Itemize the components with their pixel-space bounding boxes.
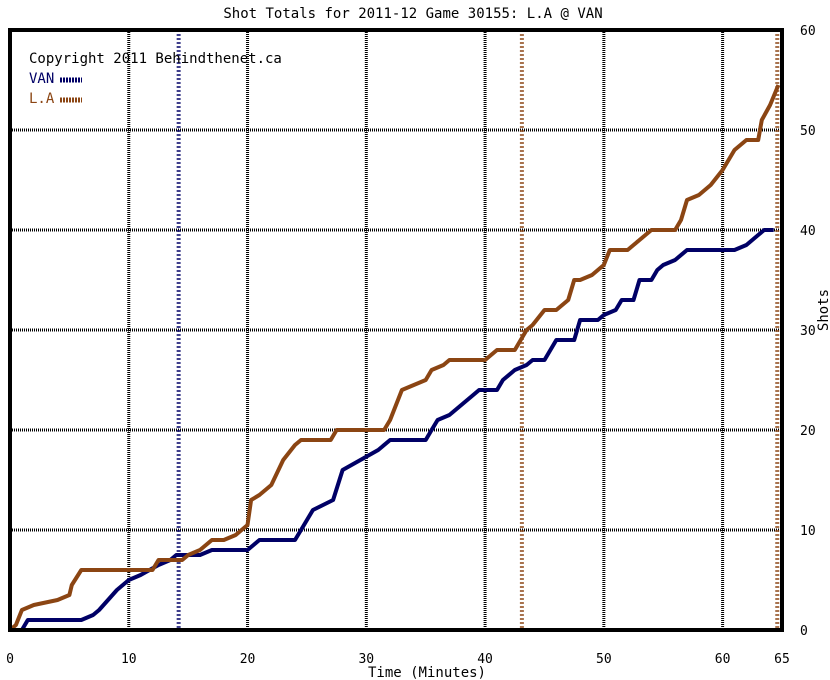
x-tick-label: 10 — [121, 652, 137, 667]
x-tick-label: 0 — [6, 652, 14, 667]
copyright-text: Copyright 2011 Behindthenet.ca — [29, 51, 282, 67]
axis-tick-labels: 0 10 20 30 40 50 60 65 0 10 20 30 40 50 60 — [6, 24, 816, 667]
series-lines — [8, 84, 781, 632]
chart-title: Shot Totals for 2011-12 Game 30155: L.A … — [223, 6, 602, 22]
legend: VAN L.A — [29, 71, 82, 107]
y-tick-label: 30 — [800, 324, 816, 339]
plot-frame — [8, 28, 784, 632]
x-tick-label: 40 — [477, 652, 493, 667]
goal-markers — [176, 30, 780, 630]
y-tick-label: 60 — [800, 24, 816, 39]
legend-label-van: VAN — [29, 71, 54, 87]
y-tick-label: 0 — [800, 624, 808, 639]
x-tick-label: 60 — [715, 652, 731, 667]
grid-lines — [10, 30, 782, 630]
x-tick-label: 30 — [358, 652, 374, 667]
x-tick-label: 50 — [596, 652, 612, 667]
y-tick-label: 40 — [800, 224, 816, 239]
y-axis-label: Shots — [816, 289, 830, 331]
y-tick-label: 10 — [800, 524, 816, 539]
x-axis-label: Time (Minutes) — [368, 665, 486, 680]
y-tick-label: 20 — [800, 424, 816, 439]
series-line-van — [10, 228, 774, 632]
x-tick-label: 65 — [774, 652, 790, 667]
legend-label-la: L.A — [29, 91, 55, 107]
y-tick-label: 50 — [800, 124, 816, 139]
x-tick-label: 20 — [240, 652, 256, 667]
series-line-la — [8, 84, 781, 632]
